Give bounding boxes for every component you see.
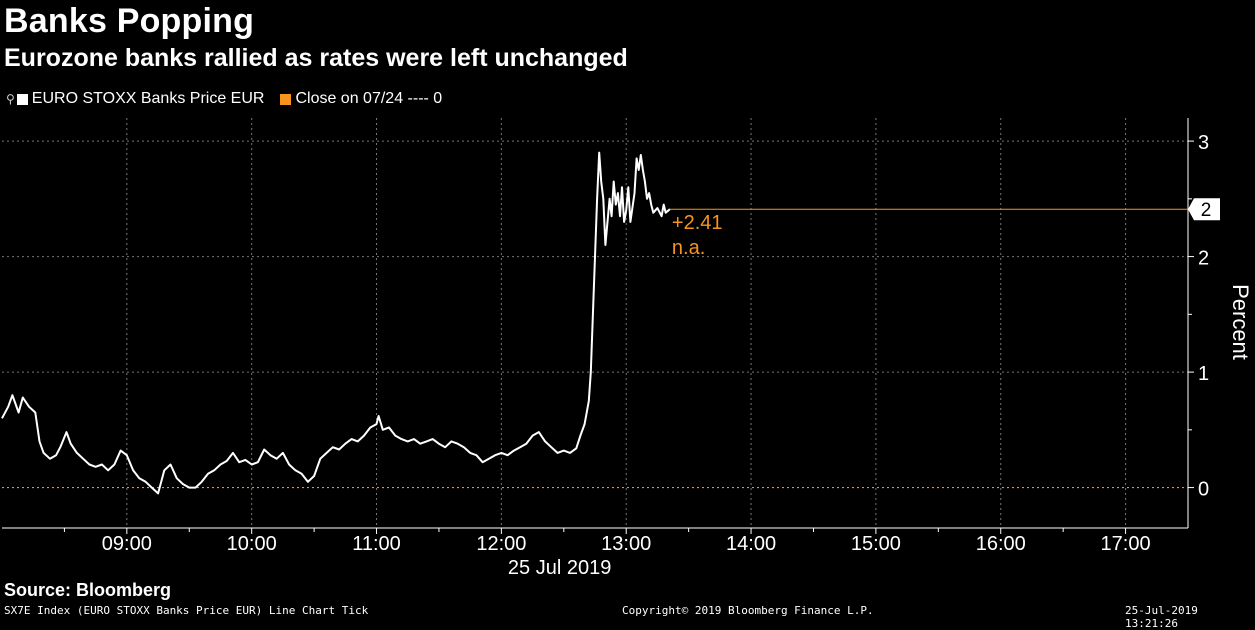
series-price-line	[1, 151, 671, 495]
chart-title: Banks Popping	[4, 2, 255, 40]
legend: ⚲ EURO STOXX Banks Price EUR Close on 07…	[6, 90, 458, 108]
y-tick-label: 2	[1198, 248, 1209, 270]
legend-label-price: EURO STOXX Banks Price EUR	[31, 90, 265, 107]
last-value-badge-text: 2	[1201, 200, 1212, 221]
source-note: Source: Bloomberg	[4, 580, 172, 600]
x-tick-label: 09:00	[102, 533, 152, 555]
x-tick-label: 13:00	[601, 533, 651, 555]
last-value-badge	[1188, 198, 1220, 221]
x-tick-label: 15:00	[851, 533, 901, 555]
na-annotation: n.a.	[672, 237, 705, 259]
x-tick-label: 10:00	[227, 533, 277, 555]
legend-item-close: Close on 07/24 ---- 0	[280, 90, 442, 108]
chart-subtitle: Eurozone banks rallied as rates were lef…	[4, 44, 628, 72]
pin-icon: ⚲	[6, 92, 15, 106]
legend-swatch-close	[280, 93, 292, 105]
x-tick-label: 14:00	[726, 533, 776, 555]
x-tick-label: 17:00	[1101, 533, 1151, 555]
x-tick-label: 12:00	[476, 533, 526, 555]
last-value-annotation: +2.41	[672, 212, 723, 234]
x-tick-label: 16:00	[976, 533, 1026, 555]
y-axis-title: Percent	[1228, 284, 1253, 360]
legend-item-price: ⚲ EURO STOXX Banks Price EUR	[6, 90, 264, 108]
x-tick-label: 11:00	[352, 533, 401, 555]
footer-index-info: SX7E Index (EURO STOXX Banks Price EUR) …	[4, 604, 369, 617]
y-tick-label: 0	[1198, 479, 1209, 501]
footer-copyright: Copyright© 2019 Bloomberg Finance L.P.	[622, 604, 874, 617]
y-tick-label: 3	[1198, 132, 1209, 154]
x-axis-title: 25 Jul 2019	[508, 557, 611, 579]
legend-swatch-price	[16, 93, 28, 105]
y-tick-label: 1	[1198, 363, 1209, 385]
footer-timestamp: 25-Jul-2019 13:21:26	[1125, 604, 1198, 630]
legend-label-close: Close on 07/24 ---- 0	[295, 90, 443, 107]
